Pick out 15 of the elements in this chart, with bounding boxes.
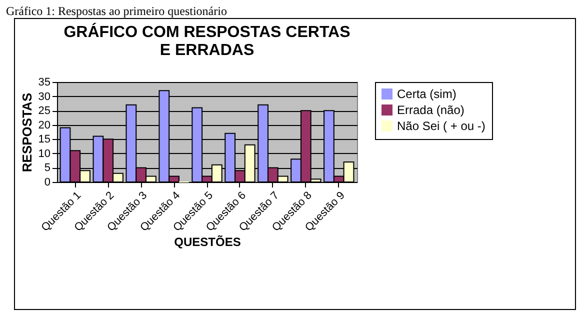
legend-label: Certa (sim) — [397, 87, 456, 101]
y-tick-label: 10 — [38, 148, 50, 160]
y-tick-label: 25 — [38, 105, 50, 118]
chart-title: GRÁFICO COM RESPOSTAS CERTAS E ERRADAS — [64, 22, 351, 59]
legend-label: Não Sei ( + ou -) — [397, 119, 486, 133]
y-tick-label: 15 — [38, 134, 50, 146]
y-tick-label: 35 — [38, 76, 50, 88]
y-tick-label: 0 — [44, 176, 50, 188]
y-axis-title: RESPOSTAS — [19, 92, 34, 172]
legend-label: Errada (não) — [397, 103, 464, 117]
x-axis-title: QUESTÕES — [174, 235, 241, 250]
y-tick-label: 30 — [38, 90, 50, 103]
text: Gráfico 1: Respostas ao primeiro questionário — [6, 4, 227, 19]
y-tick-label: 5 — [44, 162, 50, 174]
y-tick-label: 20 — [38, 119, 50, 132]
